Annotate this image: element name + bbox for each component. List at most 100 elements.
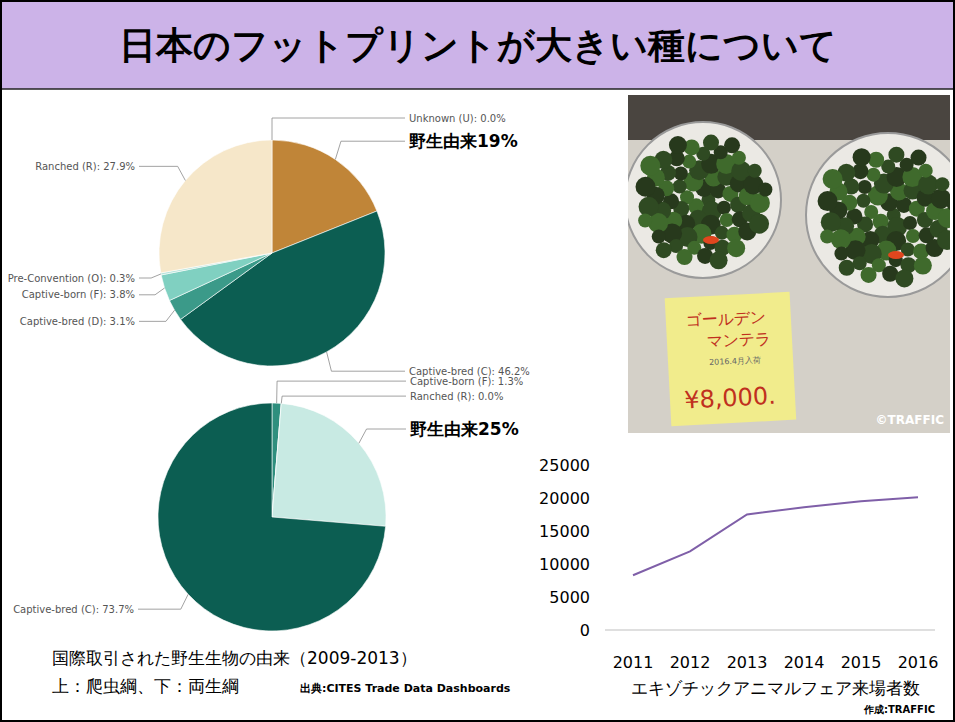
x-tick-label: 2011 [613,653,654,672]
moss [727,239,745,257]
note-text: ゴールデン [685,307,766,330]
moss [935,177,949,191]
moss [861,267,877,283]
moss [652,230,666,244]
leader-line [327,352,405,371]
data-label: Captive-born (F): 1.3% [410,376,523,387]
x-tick-label: 2013 [727,653,768,672]
y-tick-label: 15000 [539,522,590,541]
data-line [633,497,918,575]
title-bar [1,1,954,89]
moss [866,168,880,182]
leader-line [359,429,406,443]
moss [724,137,740,153]
pie-slice [272,403,386,526]
data-label: Captive-bred (C): 73.7% [13,604,134,615]
caption: 上：爬虫綱、下：両生綱 [52,676,239,696]
x-axis [605,630,935,631]
price: ¥8,000. [684,382,777,415]
moss [717,201,731,215]
moss [710,251,728,269]
x-tick-label: 2015 [841,653,882,672]
x-tick-label: 2016 [898,653,939,672]
moss [911,150,927,166]
slide-frame [1,1,954,721]
dish [806,133,950,297]
moss [749,214,769,234]
line-marks [633,497,918,575]
moss [636,177,656,197]
sticky-note [665,292,797,426]
leader-line [138,594,188,609]
leader-line [335,141,405,159]
slide-title: 日本のフットプリントが大きい種について [119,24,837,67]
price-note: ゴールデンマンテラ 2016.4月入荷 ¥8,000. [665,292,797,426]
moss [639,197,659,217]
moss [895,269,913,287]
moss [834,246,848,260]
dish [628,122,781,278]
note-text: マンテラ [707,329,772,351]
moss [853,148,871,166]
data-label: 野生由来25% [410,419,519,439]
y-tick-label: 0 [580,621,590,640]
moss [703,135,719,151]
y-tick-label: 5000 [549,588,590,607]
moss [858,180,872,194]
data-label: Pre-Convention (O): 0.3% [8,273,135,284]
moss [673,179,687,193]
moss [868,152,884,168]
moss [947,197,950,211]
pie-slice [159,140,272,273]
y-tick-label: 10000 [539,555,590,574]
moss [656,242,672,258]
moss [839,260,855,276]
moss [914,257,932,275]
x-tick-label: 2014 [784,653,825,672]
leader-line [281,396,406,403]
data-label: 野生由来19% [409,131,518,151]
background [0,0,955,722]
leader-line [272,118,405,140]
source: 出典:CITES Trade Data Dashboards [300,682,511,695]
data-label: Ranched (R): 27.9% [35,161,135,172]
moss [919,164,933,178]
x-axis-title: エキゾチックアニマルフェア来場者数 [631,678,920,698]
slide: 日本のフットプリントが大きい種について Unknown (U): 0.0% 野生由来… [0,0,955,722]
moss [640,156,660,176]
leader-line [139,274,161,278]
moss [831,229,851,249]
x-tick-label: 2012 [670,653,711,672]
title-rule [1,88,954,90]
moss [938,208,950,228]
moss [937,230,950,250]
leader-line [277,381,406,403]
leader-line [139,310,175,321]
data-label: Unknown (U): 0.0% [409,113,506,124]
moss [906,229,920,243]
moss [821,212,841,232]
moss [888,147,904,163]
data-label: Captive-bred (D): 3.1% [20,316,135,327]
pie-slice [158,403,386,631]
moss [818,191,838,211]
moss [669,136,687,154]
leader-line [139,166,185,180]
note-text: 2016.4月入荷 [709,355,761,367]
source: 作成:TRAFFIC [863,704,935,715]
moss [748,164,762,178]
moss [677,249,693,265]
y-tick-label: 25000 [539,456,590,475]
moss [903,216,917,230]
frog [888,251,904,259]
data-label: Captive-born (F): 3.8% [22,289,135,300]
credit: ©TRAFFIC [876,413,945,427]
moss [823,169,843,189]
moss [856,194,870,208]
line-chart: 0 5000 10000 15000 20000 25000 2011 2012 2013 201… [539,456,938,715]
moss [638,214,652,228]
moss [820,230,834,244]
moss [720,213,734,227]
y-tick-label: 20000 [539,489,590,508]
pie-chart: Captive-born (F): 1.3%Ranched (R): 0.0%野… [13,376,523,631]
